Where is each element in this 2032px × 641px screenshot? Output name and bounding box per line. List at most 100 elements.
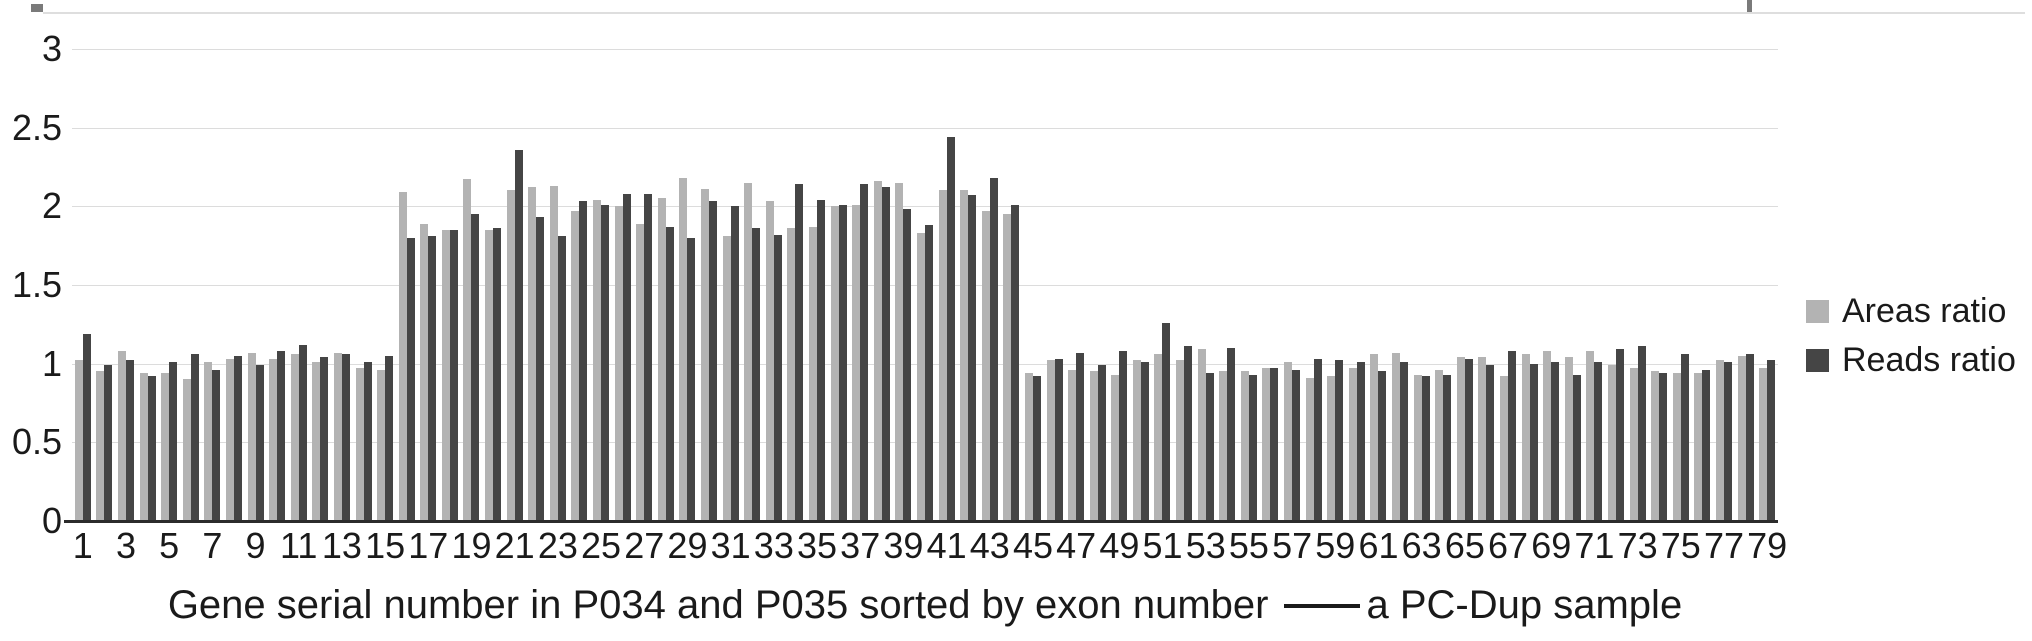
reads-bar-40 <box>924 225 933 521</box>
x-tick-label-23: 23 <box>537 525 578 566</box>
reads-bar-34 <box>795 184 804 521</box>
areas-bar-41 <box>938 190 947 521</box>
reads-bar-78 <box>1745 354 1754 521</box>
areas-bar-20 <box>485 229 494 521</box>
gridline-y-3 <box>72 48 1778 50</box>
reads-bar-29 <box>687 237 696 521</box>
x-tick-label-61: 61 <box>1358 525 1399 566</box>
areas-bar-30 <box>701 188 710 521</box>
bar-group-3 <box>115 13 137 521</box>
reads-bar-50 <box>1140 362 1149 521</box>
areas-bar-43 <box>981 210 990 521</box>
areas-bar-24 <box>571 210 580 521</box>
areas-bar-35 <box>808 226 817 521</box>
x-tick-label-79: 79 <box>1747 525 1788 566</box>
bar-group-4 <box>137 13 159 521</box>
bar-group-31 <box>720 13 742 521</box>
reads-bar-32 <box>752 228 761 521</box>
x-tick-label-73: 73 <box>1617 525 1658 566</box>
reads-bar-77 <box>1723 362 1732 521</box>
x-tick-label-13: 13 <box>321 525 362 566</box>
areas-bar-45 <box>1024 373 1033 521</box>
reads-bar-26 <box>622 193 631 521</box>
x-tick-label-43: 43 <box>969 525 1010 566</box>
bar-group-48 <box>1087 13 1109 521</box>
reads-bar-70 <box>1572 374 1581 521</box>
areas-bar-64 <box>1435 369 1444 521</box>
areas-bar-5 <box>161 373 170 521</box>
reads-bar-47 <box>1076 352 1085 521</box>
bar-group-35 <box>806 13 828 521</box>
y-tick-label-0: 0 <box>41 500 62 541</box>
x-tick-label-65: 65 <box>1444 525 1485 566</box>
areas-bar-17 <box>420 223 429 521</box>
reads-bar-39 <box>903 209 912 521</box>
x-tick-label-11: 11 <box>280 525 318 566</box>
reads-bar-18 <box>449 229 458 521</box>
y-tick-label-2: 2 <box>41 185 62 227</box>
crop-mark-right <box>1747 0 1752 12</box>
reads-bar-19 <box>471 214 480 521</box>
reads-bar-64 <box>1443 374 1452 521</box>
bar-group-9 <box>245 13 267 521</box>
reads-bar-68 <box>1529 363 1538 521</box>
bar-group-45 <box>1022 13 1044 521</box>
areas-bar-7 <box>204 362 213 521</box>
x-tick-label-55: 55 <box>1228 525 1269 566</box>
bar-group-44 <box>1001 13 1023 521</box>
x-tick-label-67: 67 <box>1488 525 1529 566</box>
bar-group-69 <box>1540 13 1562 521</box>
reads-bar-6 <box>190 354 199 521</box>
areas-bar-47 <box>1068 369 1077 521</box>
bar-group-41 <box>936 13 958 521</box>
areas-bar-51 <box>1154 354 1163 521</box>
bar-group-55 <box>1238 13 1260 521</box>
areas-bar-78 <box>1737 355 1746 521</box>
bar-group-68 <box>1519 13 1541 521</box>
bar-group-76 <box>1692 13 1714 521</box>
reads-bar-20 <box>493 228 502 521</box>
reads-bar-4 <box>147 376 156 521</box>
x-tick-label-1: 1 <box>72 525 93 566</box>
areas-bar-31 <box>722 236 731 521</box>
bar-group-57 <box>1281 13 1303 521</box>
areas-bar-4 <box>139 373 148 521</box>
legend-item-reads-ratio: Reads ratio <box>1806 340 2016 380</box>
bar-group-50 <box>1130 13 1152 521</box>
bar-group-67 <box>1497 13 1519 521</box>
y-tick-label-0.5: 0.5 <box>11 421 62 463</box>
bar-group-40 <box>914 13 936 521</box>
reads-bar-57 <box>1292 369 1301 521</box>
reads-bar-33 <box>773 234 782 521</box>
areas-bar-16 <box>398 192 407 521</box>
bar-group-59 <box>1324 13 1346 521</box>
legend-label-reads: Reads ratio <box>1842 340 2016 379</box>
x-tick-label-33: 33 <box>753 525 794 566</box>
bar-group-53 <box>1195 13 1217 521</box>
bar-group-29 <box>677 13 699 521</box>
areas-bar-68 <box>1521 354 1530 521</box>
reads-bar-79 <box>1767 360 1776 521</box>
reads-bar-59 <box>1335 360 1344 521</box>
areas-bar-79 <box>1759 368 1768 521</box>
x-tick-label-51: 51 <box>1142 525 1183 566</box>
bar-group-28 <box>655 13 677 521</box>
y-tick-label-3: 3 <box>41 27 62 69</box>
bar-group-1 <box>72 13 94 521</box>
reads-bar-23 <box>557 236 566 521</box>
reads-bar-16 <box>406 237 415 521</box>
areas-bar-38 <box>873 181 882 521</box>
bar-group-62 <box>1389 13 1411 521</box>
areas-bar-40 <box>916 232 925 521</box>
x-tick-label-31: 31 <box>710 525 751 566</box>
reads-bar-31 <box>730 206 739 521</box>
reads-bar-74 <box>1659 373 1668 521</box>
areas-bar-15 <box>377 369 386 521</box>
reads-bar-66 <box>1486 365 1495 521</box>
bar-group-16 <box>396 13 418 521</box>
areas-bar-54 <box>1219 371 1228 521</box>
areas-bar-10 <box>269 358 278 521</box>
bar-group-58 <box>1303 13 1325 521</box>
reads-bar-3 <box>125 360 134 521</box>
